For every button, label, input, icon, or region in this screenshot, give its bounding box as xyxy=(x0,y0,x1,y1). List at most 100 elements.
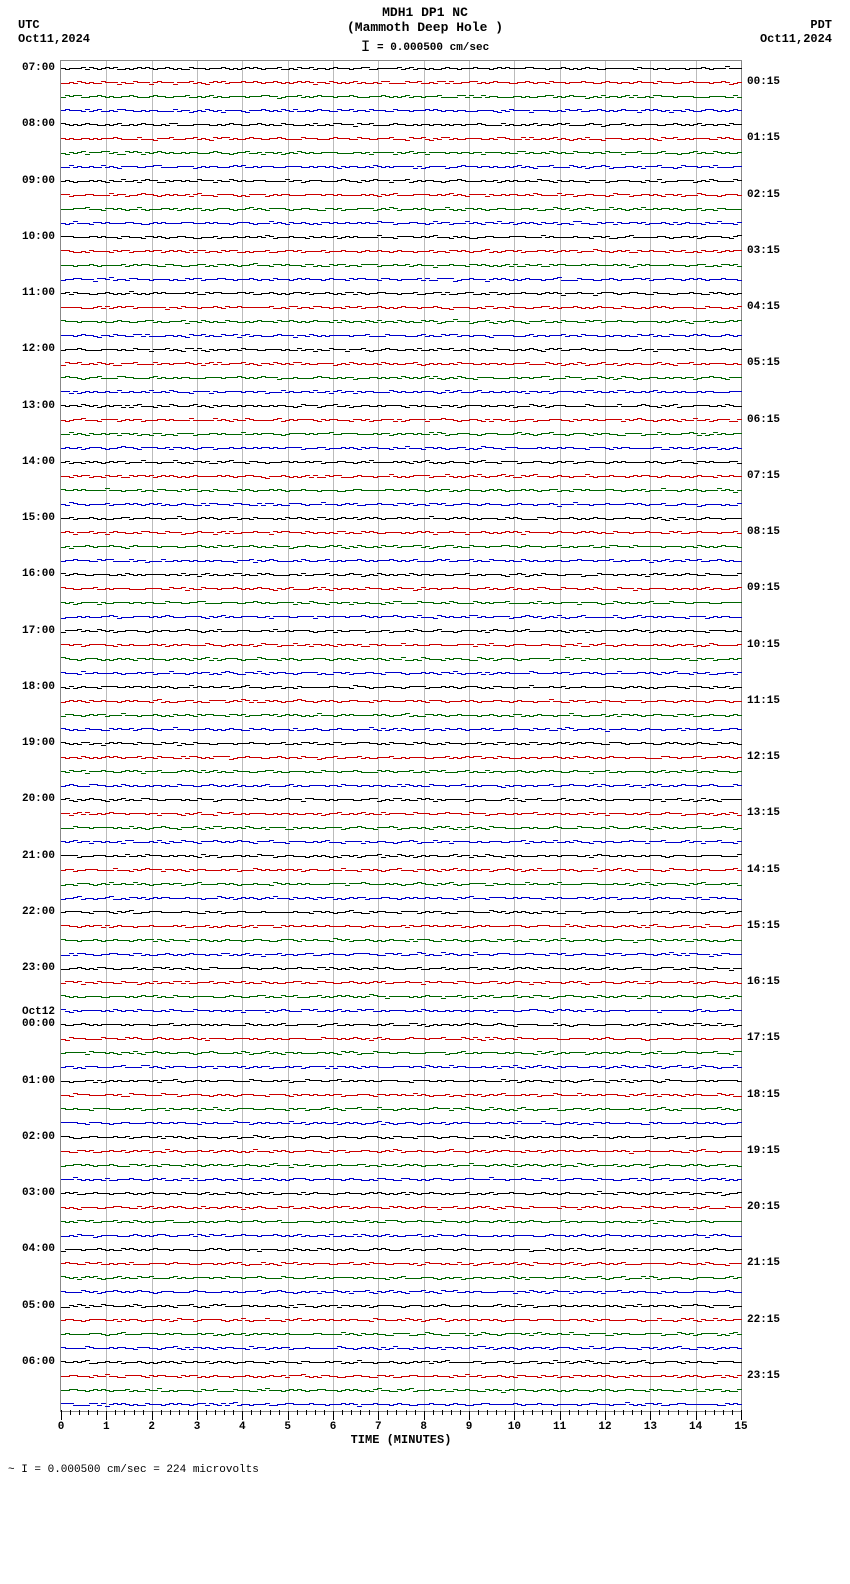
utc-time-label: 03:00 xyxy=(22,1187,55,1199)
seismic-trace xyxy=(61,223,741,224)
utc-time-label: 19:00 xyxy=(22,737,55,749)
seismic-trace xyxy=(61,363,741,364)
x-tick-minor xyxy=(396,1410,397,1415)
pdt-time-label: 08:15 xyxy=(747,526,780,538)
seismic-trace xyxy=(61,1334,741,1335)
seismic-trace xyxy=(61,1010,741,1011)
seismic-trace xyxy=(61,546,741,547)
seismic-trace xyxy=(61,841,741,842)
station-subtitle: (Mammoth Deep Hole ) xyxy=(347,20,503,35)
utc-time-label: 05:00 xyxy=(22,1300,55,1312)
seismic-trace xyxy=(61,82,741,83)
seismic-trace xyxy=(61,870,741,871)
utc-time-label: 22:00 xyxy=(22,906,55,918)
x-tick-minor xyxy=(478,1410,479,1415)
x-tick-minor xyxy=(705,1410,706,1415)
seismic-trace xyxy=(61,813,741,814)
x-tick-major xyxy=(288,1410,289,1420)
x-tick-minor xyxy=(632,1410,633,1415)
seismic-trace xyxy=(61,1404,741,1405)
pdt-time-label: 01:15 xyxy=(747,132,780,144)
seismic-trace xyxy=(61,1151,741,1152)
seismic-trace xyxy=(61,307,741,308)
x-tick-minor xyxy=(134,1410,135,1415)
seismic-trace xyxy=(61,1024,741,1025)
seismic-trace xyxy=(61,1249,741,1250)
x-tick-major xyxy=(242,1410,243,1420)
x-tick-minor xyxy=(143,1410,144,1415)
x-tick-label: 9 xyxy=(466,1421,473,1433)
x-tick-minor xyxy=(460,1410,461,1415)
x-tick-minor xyxy=(578,1410,579,1415)
x-tick-label: 15 xyxy=(734,1421,747,1433)
x-tick-label: 1 xyxy=(103,1421,110,1433)
x-tick-minor xyxy=(342,1410,343,1415)
x-tick-minor xyxy=(569,1410,570,1415)
seismic-trace xyxy=(61,518,741,519)
scale-info: I = 0.000500 cm/sec xyxy=(361,38,489,56)
timezone-right: PDT xyxy=(810,18,832,32)
seismic-trace xyxy=(61,701,741,702)
seismic-trace xyxy=(61,1123,741,1124)
x-tick-minor xyxy=(270,1410,271,1415)
seismic-trace xyxy=(61,982,741,983)
x-tick-minor xyxy=(406,1410,407,1415)
seismic-trace xyxy=(61,1348,741,1349)
seismic-trace xyxy=(61,1066,741,1067)
seismic-trace xyxy=(61,1165,741,1166)
seismic-trace xyxy=(61,420,741,421)
seismic-trace xyxy=(61,1179,741,1180)
x-tick-major xyxy=(696,1410,697,1420)
seismic-trace xyxy=(61,209,741,210)
x-tick-label: 11 xyxy=(553,1421,566,1433)
pdt-time-label: 04:15 xyxy=(747,301,780,313)
seismic-trace xyxy=(61,265,741,266)
seismic-trace xyxy=(61,560,741,561)
seismic-trace xyxy=(61,687,741,688)
seismic-trace xyxy=(61,1095,741,1096)
utc-time-label: 23:00 xyxy=(22,962,55,974)
pdt-time-label: 18:15 xyxy=(747,1089,780,1101)
x-tick-major xyxy=(605,1410,606,1420)
x-tick-minor xyxy=(115,1410,116,1415)
pdt-time-label: 13:15 xyxy=(747,807,780,819)
seismic-trace xyxy=(61,954,741,955)
x-tick-minor xyxy=(487,1410,488,1415)
seismic-trace xyxy=(61,659,741,660)
x-tick-minor xyxy=(351,1410,352,1415)
x-tick-major xyxy=(152,1410,153,1420)
seismic-trace xyxy=(61,898,741,899)
utc-time-label: 13:00 xyxy=(22,400,55,412)
seismic-trace xyxy=(61,434,741,435)
x-tick-label: 0 xyxy=(58,1421,65,1433)
x-tick-minor xyxy=(687,1410,688,1415)
seismic-trace xyxy=(61,1291,741,1292)
date-right: Oct11,2024 xyxy=(760,32,832,46)
seismic-trace xyxy=(61,293,741,294)
seismic-trace xyxy=(61,602,741,603)
x-tick-minor xyxy=(179,1410,180,1415)
utc-time-label: 07:00 xyxy=(22,62,55,74)
utc-time-label: 14:00 xyxy=(22,456,55,468)
seismic-trace xyxy=(61,968,741,969)
seismic-trace xyxy=(61,406,741,407)
seismogram-container: MDH1 DP1 NC (Mammoth Deep Hole ) I = 0.0… xyxy=(0,0,850,1584)
footer-prefix: ~ I xyxy=(8,1464,34,1476)
seismic-trace xyxy=(61,504,741,505)
x-tick-minor xyxy=(315,1410,316,1415)
x-tick-label: 2 xyxy=(148,1421,155,1433)
footer-text: = 0.000500 cm/sec = 224 microvolts xyxy=(34,1464,258,1476)
x-tick-major xyxy=(741,1410,742,1420)
x-tick-major xyxy=(469,1410,470,1420)
pdt-time-label: 02:15 xyxy=(747,189,780,201)
seismic-trace xyxy=(61,138,741,139)
seismic-trace xyxy=(61,349,741,350)
seismic-trace xyxy=(61,490,741,491)
x-tick-minor xyxy=(324,1410,325,1415)
seismic-trace xyxy=(61,588,741,589)
x-tick-minor xyxy=(668,1410,669,1415)
x-tick-major xyxy=(61,1410,62,1420)
pdt-time-label: 05:15 xyxy=(747,357,780,369)
pdt-time-label: 07:15 xyxy=(747,470,780,482)
utc-time-label: 21:00 xyxy=(22,850,55,862)
